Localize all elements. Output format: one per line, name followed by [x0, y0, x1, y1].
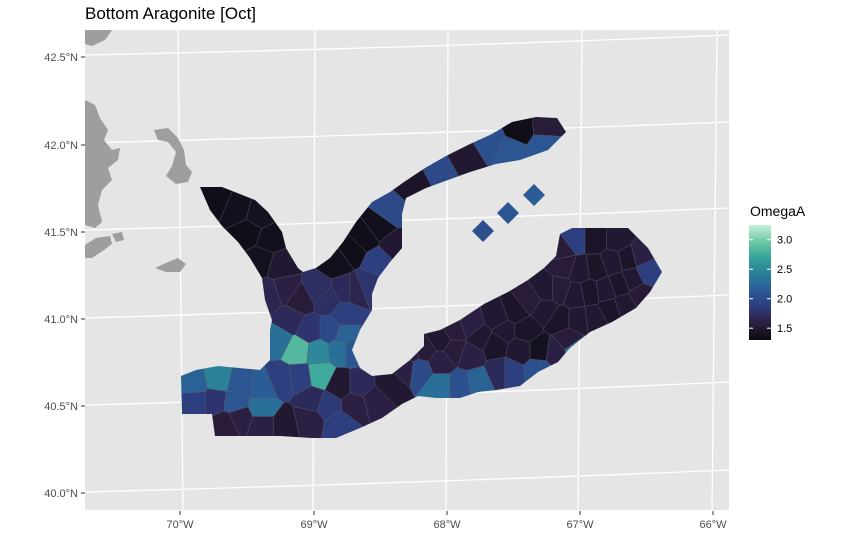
omega-cell-diamond [497, 202, 519, 224]
y-tick-label: 41.5°N [44, 227, 78, 239]
axis-labels: 70°W 69°W 68°W 67°W 66°W 42.5°N 42.0°N 41.5°N 41… [44, 52, 727, 531]
x-tick-label: 69°W [300, 519, 328, 531]
legend-title: OmegaA [750, 203, 806, 219]
y-tick-label: 41.0°N [44, 314, 78, 326]
parallel-line-5 [84, 469, 730, 493]
land-5 [112, 232, 124, 242]
land-masses [85, 30, 192, 272]
land-0 [85, 30, 112, 46]
parallel-line-2 [84, 207, 730, 231]
land-2 [154, 128, 192, 184]
x-tick-label: 67°W [566, 519, 594, 531]
meridian-line-2 [445, 29, 449, 511]
y-tick-label: 42.5°N [44, 52, 78, 64]
x-tick-label: 70°W [166, 519, 194, 531]
land-1 [85, 100, 120, 228]
land-4 [155, 258, 186, 272]
omega-cell [328, 339, 347, 368]
colorbar-legend: 3.0 2.5 2.0 1.5 [749, 225, 792, 340]
colorbar-label: 3.0 [777, 235, 792, 247]
x-tick-label: 68°W [433, 519, 461, 531]
land-3 [85, 236, 112, 258]
y-tick-label: 40.0°N [44, 488, 78, 500]
colorbar-label: 2.0 [777, 294, 792, 306]
omega-cell-diamond [523, 184, 545, 206]
omega-cell [185, 410, 245, 438]
omega-cell-diamond [472, 220, 494, 242]
map-title: Bottom Aragonite [Oct] [85, 4, 257, 23]
omega-cell [349, 269, 371, 312]
y-tick-label: 40.5°N [44, 401, 78, 413]
colorbar [749, 225, 771, 340]
x-tick-label: 66°W [699, 519, 727, 531]
colorbar-label: 1.5 [777, 323, 792, 335]
parallel-line-0 [84, 34, 730, 56]
y-tick-label: 42.0°N [44, 140, 78, 152]
omega-cell [306, 338, 331, 365]
meridian-line-4 [711, 29, 718, 511]
colorbar-label: 2.5 [777, 264, 792, 276]
